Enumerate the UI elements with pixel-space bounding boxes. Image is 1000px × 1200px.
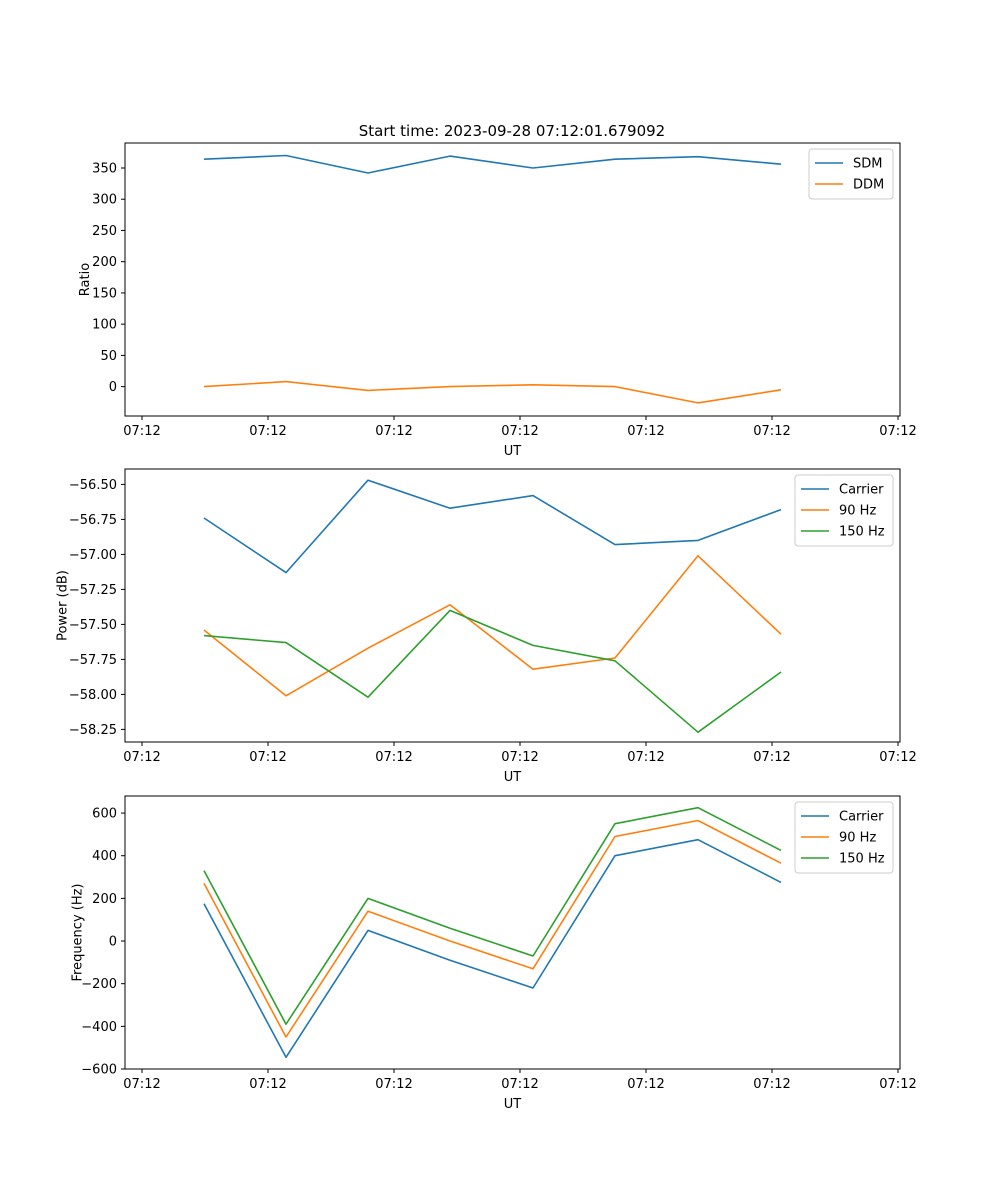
x-tick-label: 07:12 [627, 750, 664, 765]
x-tick-label: 07:12 [879, 1077, 916, 1092]
y-axis-label: Frequency (Hz) [70, 883, 85, 981]
x-tick-label: 07:12 [879, 750, 916, 765]
y-tick-label: 0 [109, 380, 117, 395]
x-tick-label: 07:12 [753, 750, 790, 765]
series-line-150-hz [203, 806, 782, 1025]
x-tick-label: 07:12 [627, 1077, 664, 1092]
x-tick-label: 07:12 [123, 750, 160, 765]
x-axis-label: UT [504, 1097, 522, 1112]
x-tick-label: 07:12 [501, 750, 538, 765]
y-tick-label: −58.00 [69, 688, 117, 703]
x-tick-label: 07:12 [753, 1077, 790, 1092]
axes-frame [124, 795, 901, 1070]
series-line-carrier [203, 479, 782, 574]
legend-label: 90 Hz [839, 831, 876, 846]
x-tick-label: 07:12 [879, 424, 916, 439]
x-tick-label: 07:12 [501, 1077, 538, 1092]
series-line-150-hz [203, 609, 782, 734]
subplot-3: 07:12 07:12 07:12 07:12 07:12 07:12 07:12 UT −60… [70, 795, 917, 1112]
legend-box [808, 148, 894, 200]
y-tick-label: −600 [81, 1063, 117, 1078]
y-tick-label: −58.25 [69, 723, 117, 738]
legend-label: 150 Hz [839, 525, 885, 540]
x-axis-label: UT [504, 444, 522, 459]
series-line-90-hz [203, 819, 782, 1038]
y-tick-label: 300 [92, 193, 117, 208]
series-line-sdm [203, 154, 782, 174]
x-tick-label: 07:12 [249, 1077, 286, 1092]
legend-label: DDM [853, 178, 884, 193]
x-tick-label: 07:12 [501, 424, 538, 439]
x-tick-label: 07:12 [375, 424, 412, 439]
y-tick-label: −56.50 [69, 478, 117, 493]
y-tick-label: −57.25 [69, 583, 117, 598]
legend-label: SDM [853, 157, 882, 172]
legend-label: Carrier [839, 810, 884, 825]
x-axis-label: UT [504, 770, 522, 785]
x-tick-label: 07:12 [753, 424, 790, 439]
x-tick-label: 07:12 [375, 750, 412, 765]
x-tick-label: 07:12 [249, 750, 286, 765]
x-tick-label: 07:12 [249, 424, 286, 439]
y-tick-label: 400 [92, 849, 117, 864]
x-tick-label: 07:12 [123, 1077, 160, 1092]
y-tick-label: 0 [109, 935, 117, 950]
legend: Carrier 90 Hz 150 Hz [794, 474, 894, 547]
y-tick-label: 600 [92, 807, 117, 822]
legend-box [794, 801, 894, 874]
y-tick-label: −57.50 [69, 618, 117, 633]
y-tick-label: 200 [92, 892, 117, 907]
y-tick-label: −56.75 [69, 513, 117, 528]
y-tick-label: 150 [92, 286, 117, 301]
y-axis-label: Power (dB) [56, 570, 71, 641]
x-tick-label: 07:12 [627, 424, 664, 439]
y-tick-label: 50 [100, 349, 117, 364]
legend-label: 90 Hz [839, 504, 876, 519]
x-tick-label: 07:12 [375, 1077, 412, 1092]
y-axis-label: Ratio [78, 263, 93, 296]
legend-label: 150 Hz [839, 852, 885, 867]
subplot-2: 07:12 07:12 07:12 07:12 07:12 07:12 07:12 UT −58… [56, 468, 917, 785]
figure-title: Start time: 2023-09-28 07:12:01.679092 [359, 122, 665, 140]
y-tick-label: −200 [81, 977, 117, 992]
subplot-1: 07:12 07:12 07:12 07:12 07:12 07:12 07:12 UT 0 50… [78, 142, 917, 459]
subplots: 07:12 07:12 07:12 07:12 07:12 07:12 07:12 UT 0 50… [56, 142, 917, 1112]
y-tick-label: 100 [92, 318, 117, 333]
y-tick-label: 250 [92, 224, 117, 239]
legend-label: Carrier [839, 483, 884, 498]
y-tick-label: −57.75 [69, 653, 117, 668]
series-line-ddm [203, 380, 782, 404]
legend: SDM DDM [808, 148, 894, 200]
series-line-carrier [203, 838, 782, 1059]
axes-frame [124, 468, 901, 743]
x-tick-label: 07:12 [123, 424, 160, 439]
axes-frame [124, 142, 901, 417]
y-tick-label: 350 [92, 161, 117, 176]
legend: Carrier 90 Hz 150 Hz [794, 801, 894, 874]
y-tick-label: −57.00 [69, 548, 117, 563]
legend-box [794, 474, 894, 547]
y-tick-label: 200 [92, 255, 117, 270]
y-tick-label: −400 [81, 1020, 117, 1035]
series-line-90-hz [203, 554, 782, 697]
